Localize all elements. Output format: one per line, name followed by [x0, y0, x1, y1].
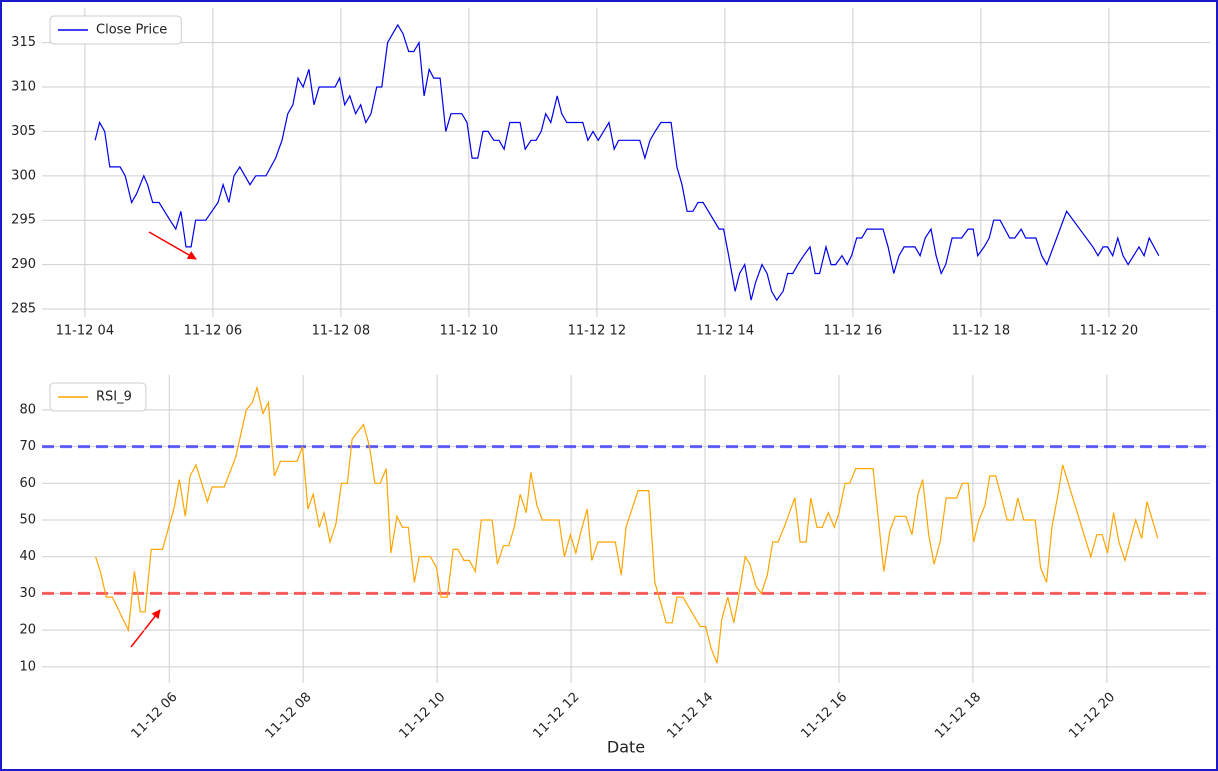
y-tick-label: 20 [19, 623, 36, 638]
legend-label: Close Price [96, 23, 167, 38]
y-tick-label: 80 [19, 402, 36, 417]
y-tick-label: 10 [19, 659, 36, 674]
y-tick-label: 40 [19, 549, 36, 564]
price-line [95, 385, 1159, 664]
legend: Close Price [49, 15, 182, 45]
price-line [94, 23, 1160, 302]
x-tick-label: 11-12 08 [312, 324, 370, 339]
legend: RSI_9 [49, 382, 147, 412]
legend-box [49, 15, 182, 45]
x-tick-label: 11-12 14 [696, 324, 754, 339]
y-tick-label: 310 [11, 80, 36, 95]
y-tick-label: 60 [19, 476, 36, 491]
arrow [148, 231, 197, 260]
x-tick-label: 11-12 04 [56, 324, 114, 339]
y-tick-label: 285 [11, 302, 36, 317]
y-tick-label: 305 [11, 124, 36, 139]
y-tick-label: 50 [19, 513, 36, 528]
x-axis-label: Date [607, 738, 645, 757]
x-tick-label: 11-12 12 [568, 324, 626, 339]
x-tick-label: 11-12 16 [824, 324, 882, 339]
y-tick-label: 290 [11, 257, 36, 272]
y-tick-label: 315 [11, 35, 36, 50]
y-tick-label: 295 [11, 213, 36, 228]
y-tick-label: 300 [11, 168, 36, 183]
x-tick-label: 11-12 18 [952, 324, 1010, 339]
x-tick-label: 11-12 06 [184, 324, 242, 339]
legend-box [49, 382, 147, 412]
x-tick-label: 11-12 10 [440, 324, 498, 339]
x-tick-label: 11-12 20 [1080, 324, 1138, 339]
arrow [130, 609, 161, 648]
y-tick-label: 70 [19, 439, 36, 454]
legend-label: RSI_9 [96, 390, 132, 405]
y-tick-label: 30 [19, 586, 36, 601]
